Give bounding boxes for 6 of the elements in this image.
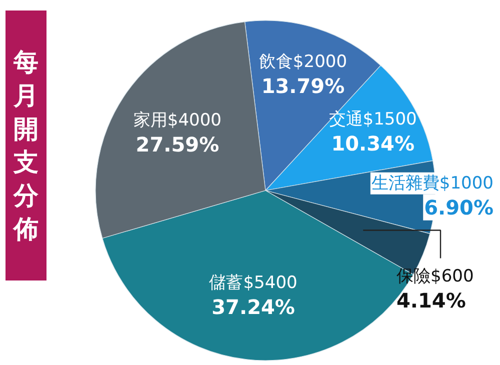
text: 每月開支分佈 (12, 48, 40, 244)
slice-label: 交通$1500 10.34% (328, 110, 417, 156)
slice-label: 生活雜費$1000 6.90% (371, 173, 494, 220)
slice-label: 家用$4000 27.59% (133, 110, 222, 157)
slice-label: 飲食$2000 13.79% (258, 52, 348, 98)
slice-label: 儲蓄$5400 37.24% (209, 273, 298, 320)
